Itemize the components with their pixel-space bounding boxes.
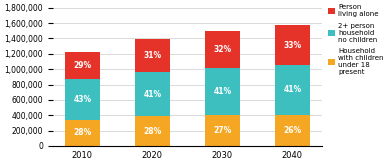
Bar <box>275 65 310 115</box>
Legend: Person
living alone, 2+ person
household
no children, Household
with children
un: Person living alone, 2+ person household… <box>328 4 383 75</box>
Bar <box>65 120 100 146</box>
Text: 43%: 43% <box>73 95 92 104</box>
Text: 41%: 41% <box>143 90 161 99</box>
Bar <box>205 115 240 146</box>
Bar <box>65 79 100 120</box>
Text: 27%: 27% <box>213 126 232 135</box>
Text: 28%: 28% <box>143 126 161 135</box>
Bar <box>135 116 170 146</box>
Text: 33%: 33% <box>283 41 301 50</box>
Bar <box>135 39 170 72</box>
Text: 32%: 32% <box>213 45 232 54</box>
Text: 31%: 31% <box>143 51 161 60</box>
Bar <box>65 52 100 79</box>
Bar <box>205 31 240 68</box>
Bar <box>205 68 240 115</box>
Text: 28%: 28% <box>73 128 92 137</box>
Text: 26%: 26% <box>283 126 301 135</box>
Bar <box>275 25 310 65</box>
Bar <box>275 115 310 146</box>
Text: 29%: 29% <box>73 61 92 70</box>
Bar <box>135 72 170 116</box>
Text: 41%: 41% <box>283 85 301 94</box>
Text: 41%: 41% <box>213 87 232 96</box>
